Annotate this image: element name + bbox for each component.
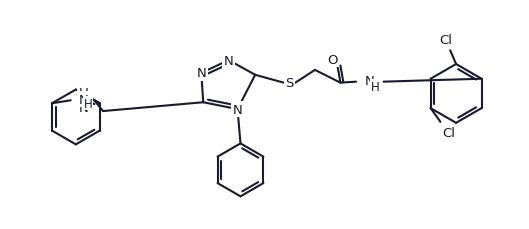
Text: N: N bbox=[196, 67, 206, 80]
Text: N: N bbox=[79, 93, 88, 106]
Text: Cl: Cl bbox=[439, 34, 452, 47]
Text: Cl: Cl bbox=[442, 127, 455, 139]
Text: H: H bbox=[370, 81, 379, 94]
Text: H: H bbox=[84, 97, 93, 110]
Text: N: N bbox=[365, 75, 375, 88]
Text: N: N bbox=[224, 54, 234, 67]
Text: N: N bbox=[233, 103, 242, 116]
Text: H
N: H N bbox=[78, 87, 88, 115]
Text: O: O bbox=[327, 53, 338, 66]
Text: S: S bbox=[285, 77, 294, 90]
